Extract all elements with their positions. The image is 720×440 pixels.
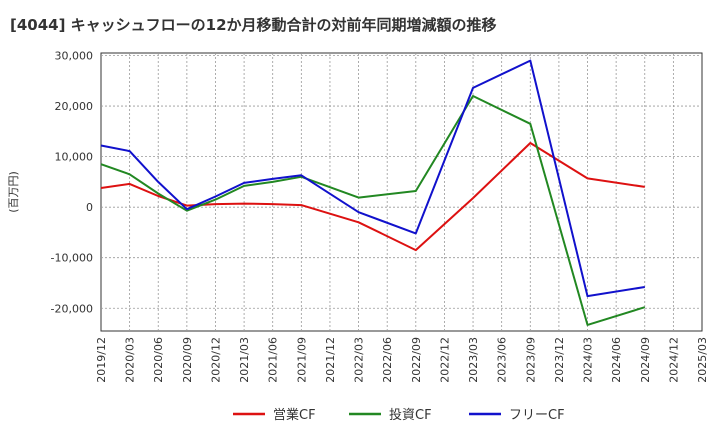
- x-tick-label: 2025/03: [696, 337, 709, 383]
- y-tick-label: 0: [86, 201, 93, 214]
- x-tick-label: 2023/09: [524, 337, 537, 383]
- x-tick-label: 2023/12: [553, 337, 566, 383]
- y-tick-label: -20,000: [51, 302, 93, 315]
- x-tick-label: 2020/09: [181, 337, 194, 383]
- x-tick-label: 2024/06: [610, 337, 623, 383]
- x-tick-label: 2021/12: [324, 337, 337, 383]
- x-tick-label: 2024/12: [667, 337, 680, 383]
- x-tick-label: 2024/03: [582, 337, 595, 383]
- x-tick-label: 2024/09: [639, 337, 652, 383]
- y-axis-title: (百万円): [7, 171, 20, 213]
- series-line-1: [100, 95, 646, 326]
- x-tick-label: 2022/12: [438, 337, 451, 383]
- legend-label-0: 営業CF: [273, 407, 316, 423]
- series-line-2: [100, 59, 645, 298]
- x-tick-label: 2021/09: [295, 337, 308, 383]
- y-tick-label: -10,000: [51, 252, 93, 265]
- x-tick-label: 2022/09: [410, 337, 423, 383]
- x-tick-label: 2021/03: [238, 337, 251, 383]
- x-tick-label: 2022/03: [353, 337, 366, 383]
- y-tick-label: 10,000: [55, 151, 94, 164]
- x-tick-label: 2021/06: [267, 337, 280, 383]
- legend-label-1: 投資CF: [389, 407, 432, 423]
- x-tick-label: 2020/06: [152, 337, 165, 383]
- series-line-0: [100, 142, 645, 252]
- x-tick-label: 2023/03: [467, 337, 480, 383]
- chart-title: [4044] キャッシュフローの12か月移動合計の対前年同期増減額の推移: [10, 16, 497, 34]
- x-tick-label: 2023/06: [496, 337, 509, 383]
- x-tick-label: 2020/03: [124, 337, 137, 383]
- x-tick-label: 2020/12: [209, 337, 222, 383]
- y-tick-label: 20,000: [55, 100, 94, 113]
- y-tick-label: 30,000: [55, 50, 94, 63]
- x-tick-label: 2022/06: [381, 337, 394, 383]
- legend-label-2: フリーCF: [509, 408, 565, 423]
- x-tick-label: 2019/12: [95, 337, 108, 383]
